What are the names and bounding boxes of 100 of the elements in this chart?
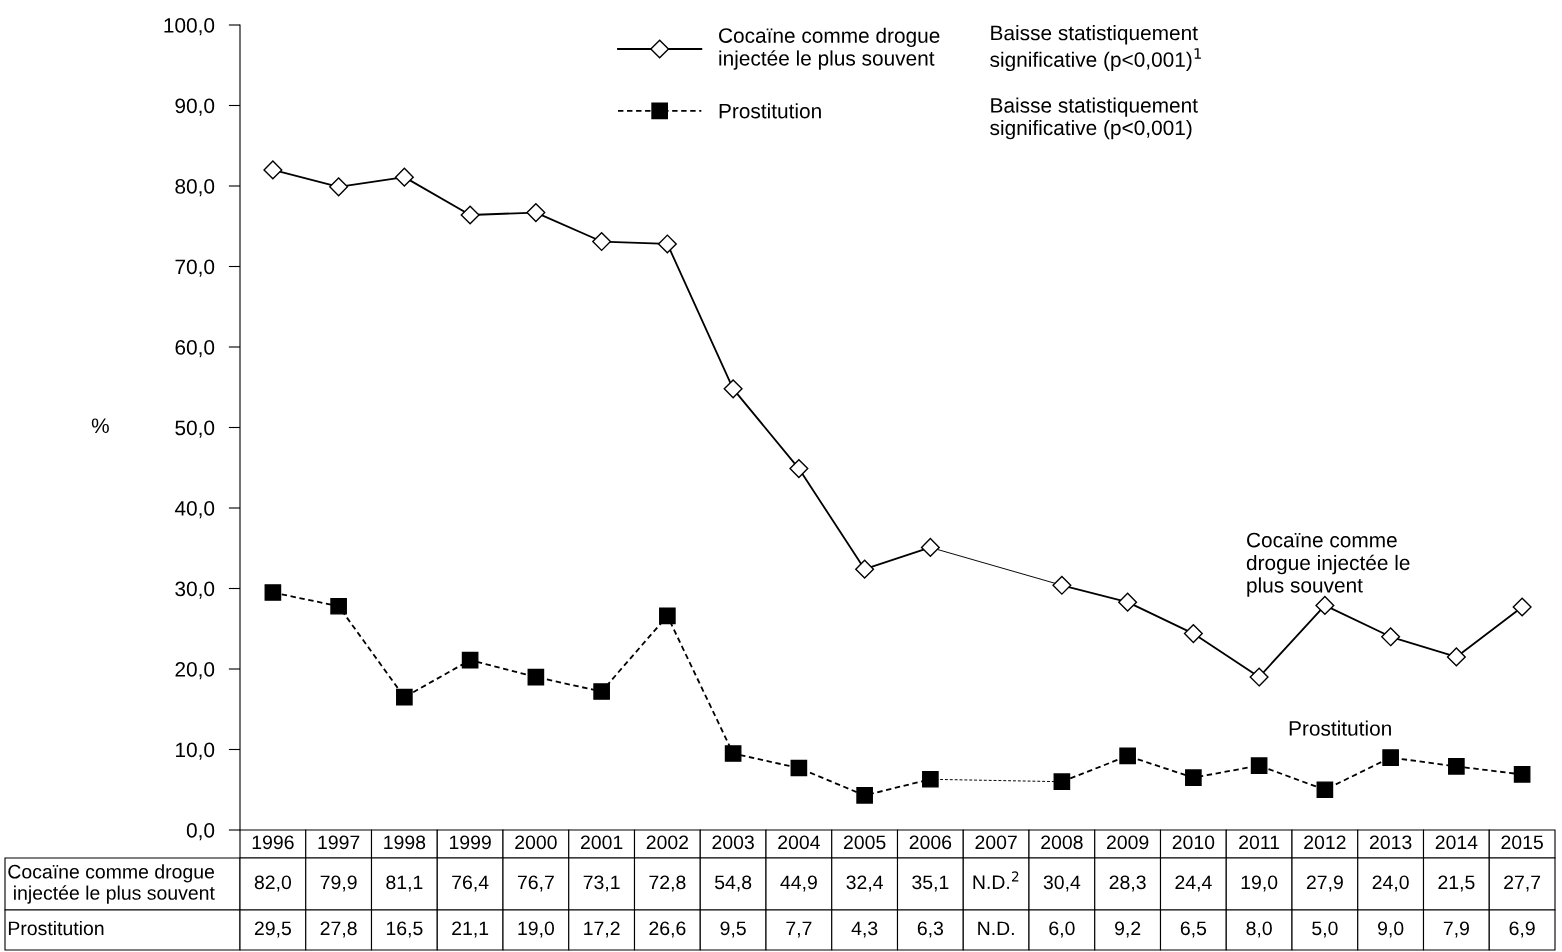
point [394, 167, 414, 187]
data-label: 28,3 [1109, 875, 1146, 892]
x-tick-label: 2003 [712, 835, 754, 850]
point [1249, 667, 1269, 687]
x-tick-label: 1998 [384, 835, 426, 850]
legend-label: Cocaïne comme drogue injectée le plus souvent [719, 27, 940, 70]
point [1183, 624, 1203, 644]
data-label: 19,0 [1241, 875, 1278, 892]
data-label: 54,8 [714, 875, 752, 892]
annotation: Baisse statistiquement significative (p<0,001)$^{1}$ [990, 25, 1201, 72]
x-tick-label: 2013 [1369, 835, 1412, 850]
data-label: 26,6 [649, 921, 686, 938]
data-label: 82,0 [254, 875, 292, 892]
point [1381, 627, 1401, 647]
point [856, 787, 873, 804]
point [855, 559, 875, 579]
data-label: 21,5 [1438, 875, 1475, 892]
data-label: 19,0 [518, 921, 555, 938]
data-label: 9,2 [1115, 921, 1141, 938]
point [460, 205, 480, 225]
data-label: 6,5 [1180, 921, 1207, 938]
point [461, 651, 479, 669]
data-label: 27,9 [1306, 875, 1343, 892]
x-tick-label: 2014 [1435, 835, 1478, 850]
y-tick-label: 10,0 [176, 742, 215, 760]
x-tick-label: 2005 [843, 835, 886, 850]
x-tick-label: 2002 [646, 835, 689, 850]
annotation: Baisse statistiquement significative (p<0,001) [990, 97, 1198, 140]
data-label: 6,3 [917, 921, 944, 938]
point [329, 177, 349, 197]
y-tick-label: 90,0 [175, 98, 215, 116]
point [526, 203, 546, 223]
x-tick-label: 2001 [580, 835, 623, 850]
x-tick-label: 2010 [1172, 835, 1215, 850]
y-tick-label: 0,0 [186, 823, 215, 841]
point [1315, 595, 1335, 615]
point [264, 584, 282, 601]
point [1053, 773, 1071, 791]
annotation: Prostitution [1289, 720, 1391, 736]
data-label: 29,5 [254, 921, 291, 938]
text: Cocaïne comme drogue injectée le plus souvent [8, 864, 215, 904]
point [1512, 597, 1532, 617]
point [263, 160, 283, 180]
data-label: 6,0 [1049, 921, 1075, 938]
point [1448, 758, 1465, 775]
y-axis-title: % [91, 418, 109, 434]
point [922, 770, 939, 788]
x-tick-label: 2000 [515, 835, 557, 850]
y-tick-label: 40,0 [174, 501, 215, 519]
data-label: 81,1 [386, 875, 423, 892]
x-tick-label: 2012 [1304, 835, 1346, 850]
annotation: Cocaïne comme drogue injectée le plus souvent [1246, 532, 1410, 597]
data-label: 21,1 [452, 921, 489, 938]
point [1118, 592, 1138, 612]
data-label: 4,3 [851, 921, 878, 938]
point [1119, 747, 1136, 765]
x-tick-label: 2009 [1106, 835, 1149, 850]
data-label: 7,9 [1443, 921, 1469, 938]
text: N.D. [978, 921, 1014, 936]
legend-label: Prostitution [719, 103, 821, 119]
x-tick-label: 1996 [252, 835, 294, 850]
point [657, 234, 677, 254]
x-tick-label: 2007 [975, 835, 1017, 850]
x-tick-label: 2004 [778, 835, 820, 850]
data-label: 5,0 [1312, 921, 1338, 938]
point [723, 379, 743, 399]
y-tick-label: 20,0 [175, 662, 215, 680]
y-tick-label: 30,0 [175, 581, 215, 599]
data-label: 9,0 [1378, 921, 1404, 938]
point [1446, 647, 1466, 667]
y-tick-label: 100,0 [164, 18, 215, 36]
data-label: 30,4 [1043, 875, 1081, 892]
data-label: 73,1 [583, 875, 620, 892]
point [1185, 769, 1202, 787]
data-label: 79,9 [320, 875, 357, 892]
data-label: 27,7 [1504, 875, 1541, 892]
y-tick-label: 60,0 [175, 340, 215, 358]
data-label: 35,1 [912, 875, 949, 892]
point [659, 607, 676, 625]
point [1513, 766, 1531, 783]
point [330, 597, 347, 615]
x-tick-label: 1997 [318, 835, 360, 850]
point [1250, 757, 1268, 774]
y-tick-label: 50,0 [175, 420, 215, 438]
data-label: 16,5 [386, 921, 423, 938]
x-tick-label: 2015 [1501, 835, 1543, 850]
point [789, 459, 809, 479]
x-tick-label: 2006 [909, 835, 952, 850]
point [724, 745, 742, 762]
data-label: 8,0 [1246, 921, 1272, 938]
point [790, 759, 808, 777]
point [592, 232, 612, 252]
point [527, 668, 545, 686]
data-label: 6,9 [1509, 921, 1535, 938]
data-label: 72,8 [649, 875, 686, 892]
data-label: 44,9 [780, 875, 817, 892]
x-tick-label: 2011 [1239, 835, 1280, 850]
y-tick-label: 70,0 [175, 259, 215, 277]
text: Prostitution [8, 920, 104, 936]
text: N.D.$^{2}$ [973, 871, 1019, 889]
